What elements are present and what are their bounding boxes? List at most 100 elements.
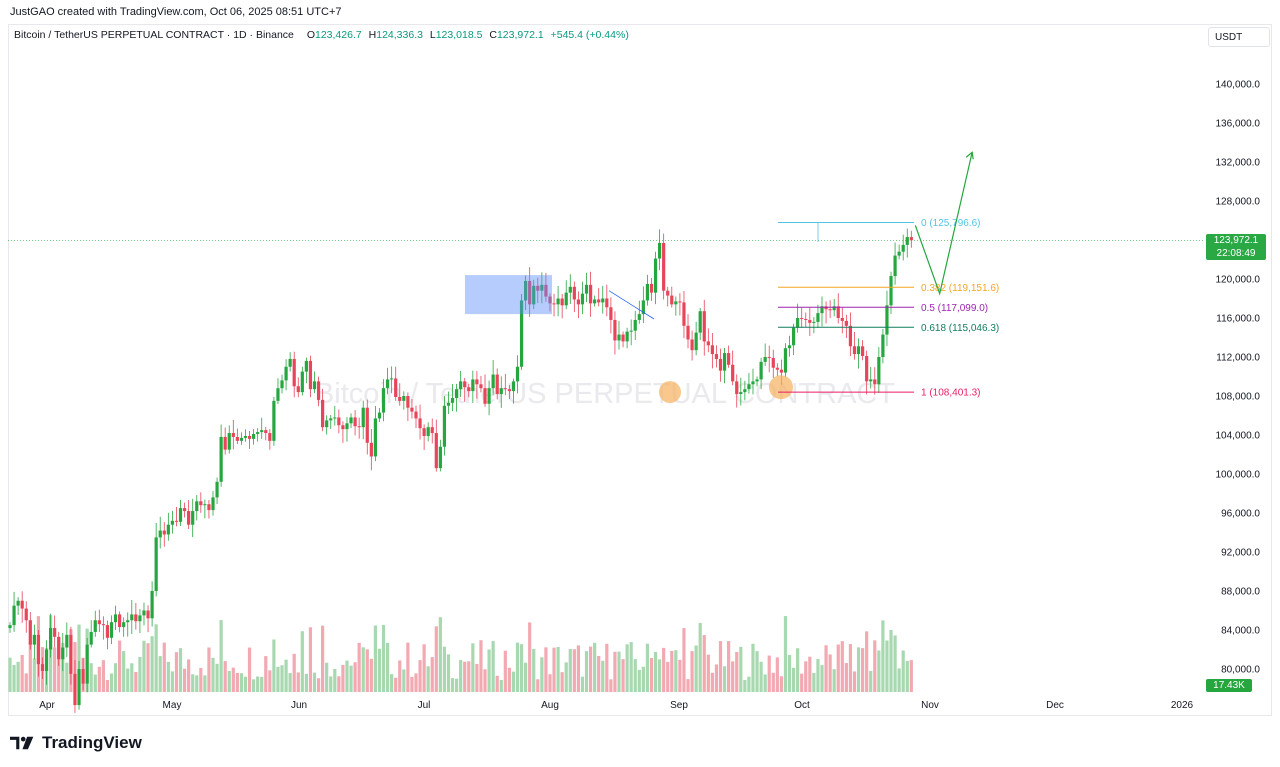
candle-body: [755, 379, 759, 382]
candle-body: [856, 346, 861, 355]
symbol-name[interactable]: Bitcoin / TetherUS PERPETUAL CONTRACT · …: [14, 29, 294, 41]
candle-body: [308, 360, 313, 390]
candle-body: [471, 379, 475, 392]
candle-body: [718, 358, 723, 371]
volume-bar: [666, 661, 670, 692]
volume-bar: [390, 674, 394, 692]
volume-bar: [377, 648, 382, 692]
candle-body: [743, 389, 747, 393]
candle-body: [61, 647, 65, 660]
candle-body: [714, 354, 719, 359]
volume-bar: [446, 654, 451, 692]
volume-bar: [312, 672, 317, 692]
candle-body: [142, 610, 146, 616]
volume-bar: [174, 652, 179, 692]
candle-body: [503, 388, 507, 390]
volume-bar: [333, 668, 337, 692]
volume-bar: [463, 661, 467, 692]
volume-bar: [426, 666, 430, 692]
volume-bar: [597, 655, 601, 692]
candle-body: [264, 430, 268, 434]
chart-frame[interactable]: [8, 24, 1272, 716]
volume-bar: [77, 624, 81, 692]
candle-body: [105, 625, 110, 638]
volume-bar: [588, 646, 593, 692]
candle-body: [280, 380, 284, 389]
candle-body: [57, 636, 61, 660]
candle-body: [28, 620, 32, 645]
candle-body: [897, 251, 901, 256]
candle-body: [211, 497, 215, 511]
volume-bar: [442, 646, 447, 692]
candle-body: [154, 537, 158, 591]
consolidation-box: [465, 275, 552, 315]
volume-bar: [300, 631, 304, 692]
candle-body: [889, 276, 893, 306]
currency-selector[interactable]: USDT: [1208, 27, 1270, 47]
volume-bar: [483, 669, 487, 692]
candle-body: [779, 369, 783, 373]
candle-body: [552, 303, 556, 305]
candle-body: [430, 427, 434, 434]
candle-body: [398, 396, 402, 401]
volume-bar: [8, 657, 12, 692]
volume-bar: [698, 622, 702, 692]
volume-bar: [325, 662, 329, 692]
y-tick-label: 108,000.0: [1216, 392, 1261, 403]
chart-watermark: Bitcoin / TetherUS PERPETUAL CONTRACT: [315, 378, 895, 410]
candle-body: [727, 353, 731, 365]
volume-bar: [804, 661, 808, 692]
x-tick-label: Apr: [39, 700, 55, 711]
volume-bar: [865, 631, 869, 692]
volume-bar: [743, 679, 747, 692]
x-tick-label: Jun: [291, 700, 307, 711]
volume-bar: [231, 667, 235, 692]
volume-bar: [836, 644, 840, 692]
volume-bar: [718, 641, 723, 692]
volume-bar: [487, 649, 491, 692]
volume-bar: [235, 673, 239, 692]
y-tick-label: 116,000.0: [1216, 314, 1260, 325]
volume-bar: [20, 654, 24, 692]
high-value: 124,336.3: [376, 29, 423, 41]
candle-body: [532, 285, 536, 305]
candle-body: [349, 417, 353, 424]
candle-body: [321, 399, 325, 428]
candle-body: [747, 384, 751, 390]
candle-body: [195, 501, 199, 512]
candle-body: [450, 397, 455, 403]
volume-bar: [856, 647, 861, 692]
tradingview-brand[interactable]: TradingView: [10, 733, 142, 753]
y-tick-label: 84,000.0: [1221, 626, 1260, 637]
candle-body: [418, 418, 422, 429]
candle-body: [434, 433, 438, 469]
y-tick-label: 88,000.0: [1221, 587, 1260, 598]
candle-body: [580, 293, 585, 305]
candle-body: [869, 379, 873, 382]
candle-body: [885, 305, 889, 335]
volume-bar: [824, 645, 828, 692]
candle-body: [191, 511, 195, 525]
volume-bar: [873, 640, 877, 692]
candle-body: [507, 389, 511, 392]
volume-bar: [402, 669, 406, 692]
volume-bar: [609, 679, 613, 692]
volume-bar: [877, 650, 881, 692]
volume-bar: [727, 641, 731, 692]
candle-body: [645, 283, 650, 301]
volume-bar: [191, 674, 195, 692]
volume-bar: [796, 648, 800, 692]
volume-bar: [304, 673, 308, 692]
fib-level-label: 0.5 (117,099.0): [921, 303, 988, 314]
candle-body: [548, 296, 552, 304]
volume-bar: [207, 647, 211, 692]
volume-bar: [467, 661, 471, 692]
volume-bar: [909, 660, 913, 692]
volume-bar: [816, 659, 820, 692]
volume-bar: [820, 665, 824, 692]
candle-body: [73, 673, 77, 706]
volume-bar: [645, 643, 650, 692]
volume-bar: [97, 666, 101, 692]
volume-bar: [122, 651, 126, 692]
